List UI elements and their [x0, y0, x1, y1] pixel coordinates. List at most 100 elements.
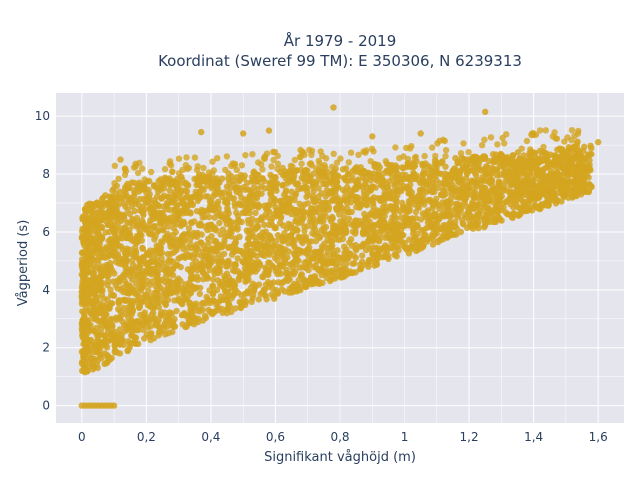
data-point — [374, 221, 381, 228]
data-point — [152, 265, 159, 273]
data-point — [209, 158, 216, 165]
x-tick-label: 0,8 — [330, 430, 349, 444]
data-point — [173, 277, 181, 284]
data-point — [155, 303, 162, 311]
data-point — [369, 198, 376, 205]
data-point — [274, 249, 281, 256]
data-point — [325, 204, 333, 211]
data-point — [235, 200, 243, 207]
data-point — [256, 262, 264, 269]
data-point — [448, 171, 455, 179]
data-point — [210, 192, 217, 200]
data-point — [124, 206, 131, 213]
data-point — [93, 235, 100, 243]
data-point — [417, 245, 425, 252]
data-point — [381, 189, 388, 197]
data-point — [127, 289, 134, 296]
data-point — [97, 303, 104, 311]
data-point — [478, 142, 486, 149]
data-point — [523, 137, 531, 145]
data-point — [99, 279, 106, 287]
data-point — [122, 297, 129, 304]
data-point — [245, 241, 252, 248]
data-point — [169, 168, 176, 175]
data-point — [208, 246, 216, 253]
data-point — [393, 197, 400, 205]
data-point — [329, 163, 336, 171]
data-point — [274, 232, 282, 239]
data-point — [136, 230, 144, 237]
data-point — [135, 181, 142, 189]
data-point — [512, 159, 519, 166]
data-point — [411, 224, 418, 232]
data-point — [282, 175, 290, 182]
data-point — [102, 213, 109, 220]
data-point — [454, 213, 461, 220]
data-point — [201, 207, 208, 215]
data-point — [488, 169, 496, 176]
data-point — [108, 336, 115, 344]
data-point — [164, 230, 171, 237]
data-point — [113, 194, 120, 202]
data-point — [241, 186, 249, 193]
data-point — [257, 246, 264, 253]
data-point — [382, 242, 389, 249]
data-point — [234, 255, 241, 262]
data-point — [231, 162, 238, 169]
data-point — [267, 218, 275, 225]
data-point — [214, 180, 222, 187]
data-point — [285, 195, 292, 202]
data-point — [572, 154, 579, 162]
data-point — [329, 197, 336, 204]
data-point — [328, 218, 335, 225]
data-point — [81, 323, 89, 330]
data-point — [441, 137, 448, 145]
data-point — [293, 256, 300, 264]
data-point — [127, 299, 134, 307]
data-point — [194, 276, 201, 283]
data-point — [405, 190, 412, 197]
data-point — [308, 238, 315, 245]
data-point — [205, 235, 212, 243]
data-point — [203, 262, 211, 270]
data-point — [441, 170, 449, 177]
data-point — [214, 155, 221, 162]
data-point — [261, 231, 268, 239]
x-axis-ticks: 0 0,2 0,4 0,6 0,8 1 1,2 1,4 1,6 — [78, 430, 608, 444]
data-point — [261, 202, 268, 209]
data-point — [292, 218, 299, 225]
data-point — [389, 203, 396, 210]
data-point — [133, 291, 140, 298]
data-point — [209, 276, 217, 283]
data-point — [167, 243, 174, 250]
data-point — [580, 155, 587, 163]
data-point — [453, 193, 460, 200]
data-point — [237, 303, 244, 311]
data-point — [79, 358, 86, 366]
data-point — [137, 287, 145, 294]
data-point — [90, 315, 98, 323]
data-point — [345, 170, 352, 178]
data-point — [274, 290, 282, 297]
data-point — [267, 236, 275, 243]
data-point — [145, 287, 152, 294]
data-point — [312, 262, 319, 269]
data-point — [303, 184, 310, 191]
chart-title-line-2: Koordinat (Sweref 99 TM): E 350306, N 62… — [158, 52, 522, 70]
data-point — [84, 318, 91, 325]
data-point — [291, 288, 298, 295]
data-point — [228, 251, 236, 258]
data-point — [251, 226, 259, 233]
data-point — [295, 233, 302, 240]
data-point — [568, 127, 576, 134]
data-point — [152, 320, 160, 327]
data-point — [390, 231, 398, 238]
data-point — [470, 178, 477, 185]
data-point — [141, 335, 148, 342]
data-point — [310, 224, 317, 231]
data-point — [311, 231, 319, 238]
data-point — [120, 200, 127, 207]
data-point — [169, 237, 176, 244]
data-point — [456, 175, 463, 182]
data-point — [204, 226, 211, 234]
